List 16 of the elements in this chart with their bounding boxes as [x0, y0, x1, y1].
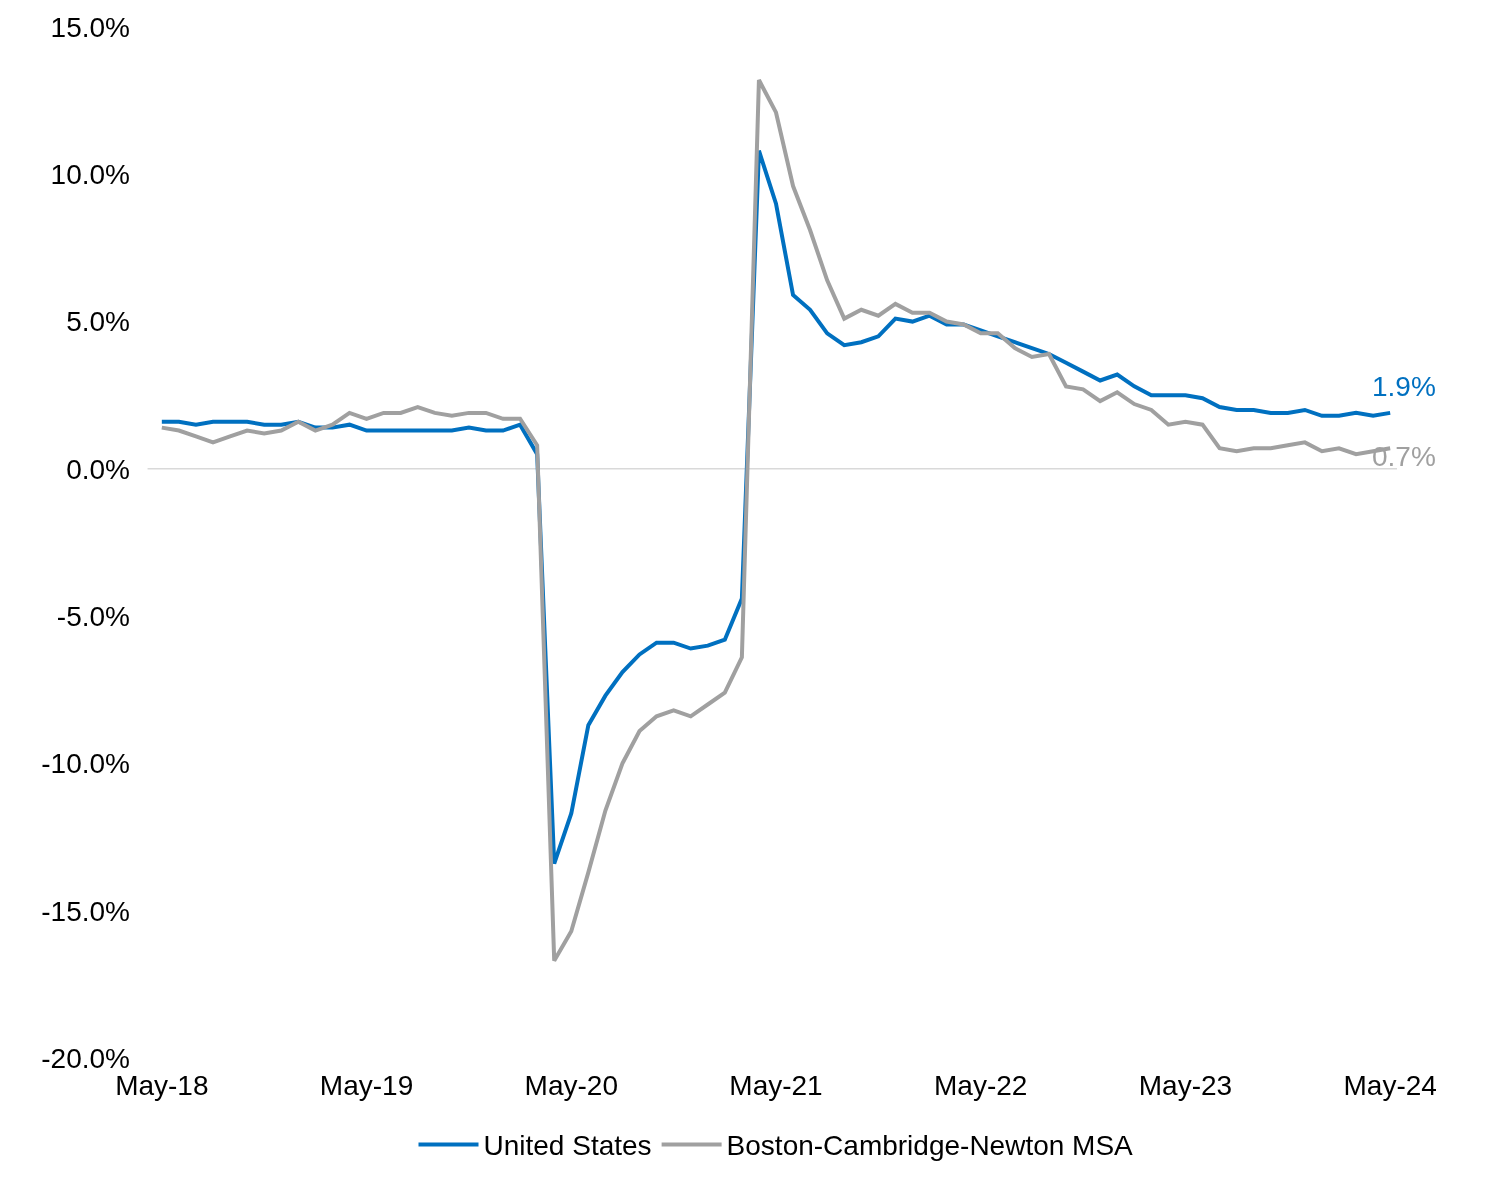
x-tick-label: May-23: [1138, 1070, 1233, 1101]
annotation: 1.9%: [1372, 371, 1436, 402]
y-tick-label: 0.0%: [66, 453, 130, 485]
y-tick-label: -5.0%: [56, 600, 130, 632]
y-tick-label: 5.0%: [66, 306, 130, 338]
x-tick-label: May-24: [1343, 1070, 1437, 1101]
legend-label: Boston-Cambridge-Newton MSA: [726, 1130, 1134, 1162]
y-tick-label: -15.0%: [41, 895, 130, 927]
legend-label: United States: [483, 1130, 652, 1162]
x-tick-label: May-22: [934, 1070, 1028, 1101]
y-tick-label: -10.0%: [41, 748, 130, 780]
x-tick-label: May-20: [524, 1070, 618, 1101]
y-tick-label: 10.0%: [50, 159, 130, 191]
x-tick-label: May-21: [729, 1070, 823, 1101]
y-tick-label: 15.0%: [50, 11, 130, 43]
x-tick-label: May-19: [319, 1070, 414, 1101]
